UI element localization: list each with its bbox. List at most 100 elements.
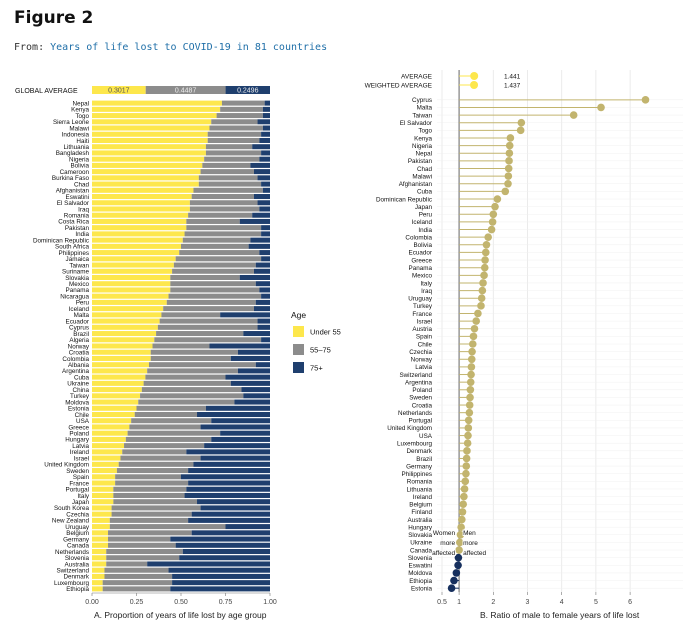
bar-55-75 (209, 125, 263, 131)
chart-b-caption: B. Ratio of male to female years of life… (480, 610, 640, 620)
bar-75plus (259, 206, 270, 212)
bar-75plus (184, 492, 270, 498)
bar-75plus (262, 106, 270, 112)
lollipop-point (493, 195, 502, 203)
bar-under55 (92, 436, 126, 442)
country-label: Turkey (413, 303, 433, 310)
country-label: Pakistan (408, 158, 433, 165)
country-label: Iceland (69, 306, 90, 313)
country-label: New Zealand (52, 518, 90, 525)
bar-55-75 (138, 399, 235, 405)
country-label: Chad (417, 166, 433, 173)
bar-75plus (253, 194, 270, 200)
bar-under55 (92, 411, 135, 418)
lollipop-point (488, 218, 497, 226)
bar-55-75 (111, 505, 201, 511)
bar-under55 (92, 374, 146, 380)
x-tick-label: 0.50 (174, 599, 188, 606)
lollipop-point (505, 149, 514, 158)
country-label: Bolivia (413, 242, 432, 249)
bar-under55 (92, 150, 206, 156)
country-label: Slovakia (408, 532, 432, 539)
lollipop-point (478, 286, 487, 295)
bar-75plus (257, 200, 270, 206)
country-label: Nicaragua (60, 293, 89, 300)
country-label: Algeria (69, 337, 89, 344)
country-label: Germany (406, 463, 433, 470)
legend-swatch (293, 344, 304, 355)
x-tick-label: 0.00 (85, 599, 99, 606)
lollipop-point (491, 202, 499, 211)
bar-under55 (92, 461, 119, 467)
country-label: South Korea (54, 505, 90, 512)
bar-75plus (179, 555, 270, 561)
bar-under55 (92, 355, 151, 361)
country-label: Eswatini (66, 194, 89, 201)
legend-swatch (293, 326, 304, 337)
global-average-label: GLOBAL AVERAGE (15, 88, 78, 95)
country-label: Japan (72, 499, 90, 506)
country-label: Iraq (78, 206, 89, 213)
bar-55-75 (159, 318, 258, 324)
country-label: Portugal (409, 418, 432, 425)
bar-55-75 (113, 492, 185, 498)
country-label: Kenya (71, 107, 89, 114)
bar-55-75 (109, 517, 189, 523)
country-label: Ecuador (66, 318, 89, 325)
bar-75plus (255, 362, 270, 368)
bar-75plus (261, 256, 270, 262)
bar-75plus (225, 524, 270, 530)
legend-label: Under 55 (310, 328, 341, 337)
country-label: Latvia (415, 364, 432, 371)
country-label: Panama (66, 287, 90, 294)
country-label: Hungary (65, 437, 90, 444)
bar-75plus (170, 536, 270, 542)
lollipop-point (569, 111, 578, 119)
country-label: Cuba (417, 189, 433, 196)
country-label: Iceland (412, 219, 433, 226)
country-label: United Kingdom (387, 425, 432, 432)
lollipop-point (465, 401, 474, 409)
bar-75plus (205, 405, 270, 411)
bar-75plus (261, 150, 270, 156)
bar-55-75 (175, 256, 262, 262)
lollipop-point (504, 164, 513, 173)
bar-under55 (92, 119, 212, 125)
annotation-men: affected (463, 550, 486, 557)
bar-55-75 (220, 106, 263, 112)
country-label: Ireland (70, 449, 90, 456)
bar-75plus (191, 530, 270, 536)
country-label: Poland (69, 430, 89, 437)
figure-title: Figure 2 (14, 8, 94, 28)
annotation-men: Men (463, 530, 476, 537)
country-label: Belgium (66, 530, 89, 537)
country-label: Afghanistan (56, 188, 90, 195)
country-label: Togo (418, 128, 432, 135)
bar-75plus (253, 169, 270, 175)
country-label: Luxembourg (397, 441, 433, 448)
bar-55-75 (198, 181, 262, 187)
lollipop-point (462, 462, 471, 470)
bar-55-75 (111, 511, 192, 517)
global-average-value: 0.2496 (237, 88, 259, 95)
country-label: Moldova (65, 399, 89, 406)
bar-under55 (92, 218, 187, 224)
lollipop-point (477, 302, 485, 310)
bar-75plus (262, 125, 270, 131)
bar-75plus (197, 411, 270, 418)
bar-55-75 (118, 461, 194, 467)
country-label: Panama (409, 265, 433, 272)
source-article-link[interactable]: Years of life lost to COVID-19 in 81 cou… (50, 42, 328, 53)
lollipop-point (472, 317, 481, 325)
country-label: Sweden (66, 468, 89, 475)
bar-75plus (248, 243, 270, 249)
bar-75plus (230, 380, 270, 386)
lollipop-point (480, 263, 489, 272)
country-label: Jamaica (66, 256, 90, 263)
country-label: Ethiopia (409, 578, 432, 585)
x-tick-label: 0.75 (219, 599, 233, 606)
bar-75plus (230, 355, 270, 361)
bar-under55 (92, 468, 117, 474)
bar-55-75 (157, 324, 258, 330)
bar-55-75 (120, 455, 201, 461)
